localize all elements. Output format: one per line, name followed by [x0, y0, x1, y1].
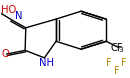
Text: F: F	[106, 58, 112, 68]
Text: HO: HO	[1, 5, 16, 15]
Text: N: N	[15, 11, 22, 21]
Text: O: O	[2, 49, 10, 59]
Text: CF: CF	[111, 43, 123, 53]
Text: NH: NH	[39, 58, 54, 68]
Text: F: F	[121, 58, 126, 68]
Text: F: F	[114, 66, 119, 76]
Text: 3: 3	[119, 47, 123, 53]
